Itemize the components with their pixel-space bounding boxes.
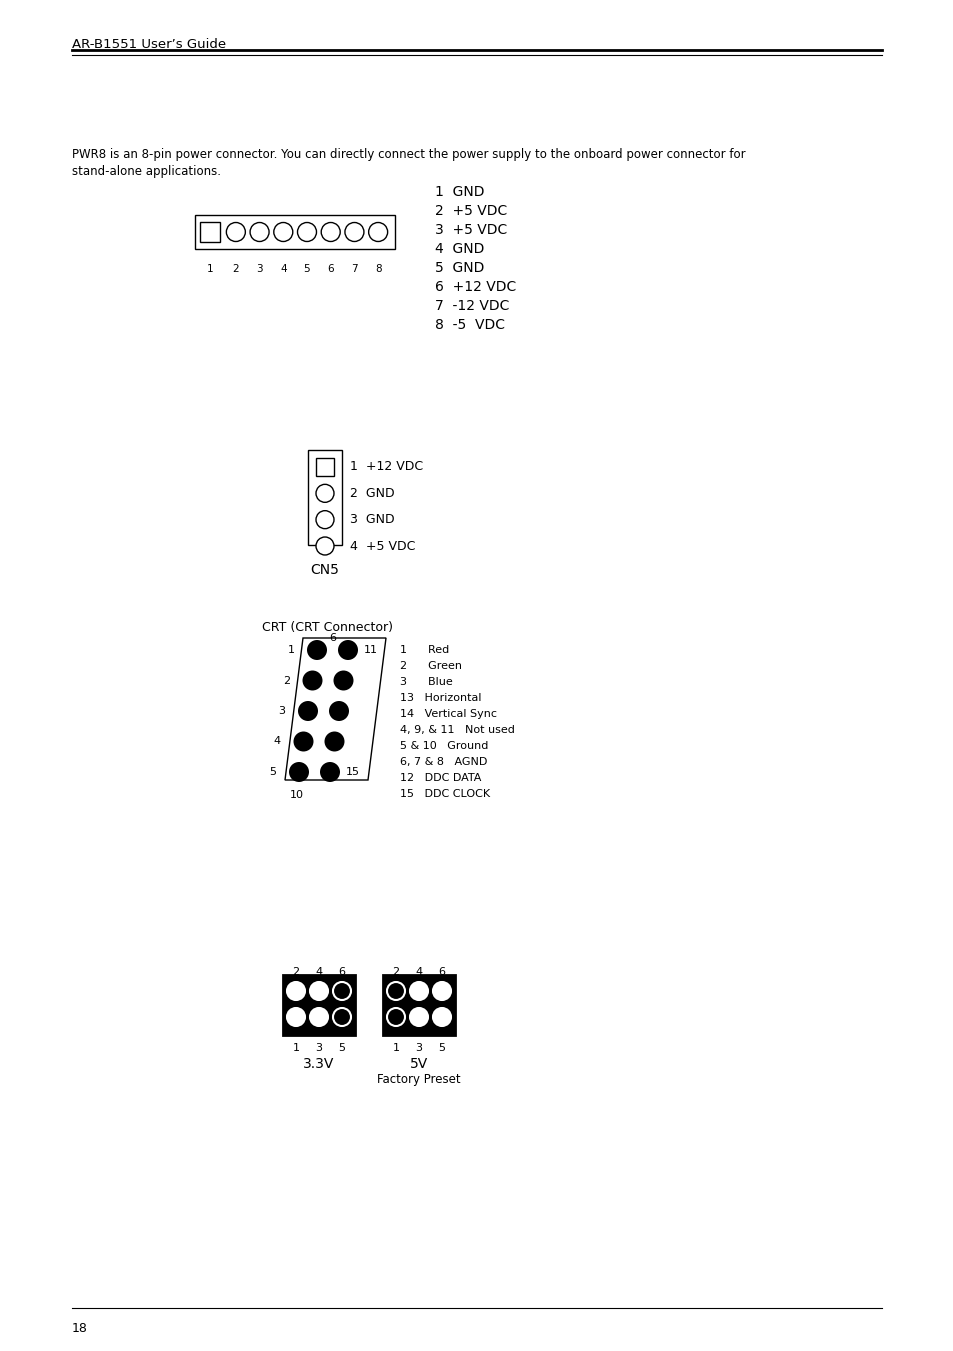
Circle shape (287, 1008, 305, 1025)
Text: 3: 3 (278, 707, 285, 716)
Circle shape (307, 640, 327, 661)
Text: 18: 18 (71, 1323, 88, 1335)
Text: 3  +5 VDC: 3 +5 VDC (435, 223, 507, 236)
Text: 3: 3 (315, 1043, 322, 1052)
Circle shape (333, 982, 351, 1000)
Text: 7  -12 VDC: 7 -12 VDC (435, 299, 509, 313)
Circle shape (274, 223, 293, 242)
Text: 4: 4 (274, 736, 281, 747)
Text: 4, 9, & 11   Not used: 4, 9, & 11 Not used (399, 725, 515, 735)
Bar (308, 450, 341, 544)
Text: 15: 15 (346, 767, 359, 777)
Circle shape (287, 982, 305, 1000)
Circle shape (302, 670, 322, 690)
Text: 5  GND: 5 GND (435, 261, 484, 276)
Text: 1: 1 (287, 644, 294, 655)
Text: AR-B1551 User’s Guide: AR-B1551 User’s Guide (71, 38, 226, 51)
Circle shape (250, 223, 269, 242)
Text: 2: 2 (233, 263, 239, 274)
Text: 6: 6 (438, 967, 445, 977)
Text: 5: 5 (269, 767, 276, 777)
Polygon shape (285, 638, 386, 780)
Circle shape (337, 640, 357, 661)
Circle shape (310, 1008, 328, 1025)
Text: 4: 4 (279, 263, 286, 274)
Text: 2  GND: 2 GND (350, 486, 395, 500)
Text: 6  +12 VDC: 6 +12 VDC (435, 280, 516, 295)
Circle shape (410, 982, 428, 1000)
Text: 6: 6 (329, 634, 336, 643)
Circle shape (289, 762, 309, 782)
Circle shape (334, 670, 354, 690)
Text: 1      Red: 1 Red (399, 644, 449, 655)
Text: 3: 3 (416, 1043, 422, 1052)
Text: 15   DDC CLOCK: 15 DDC CLOCK (399, 789, 490, 798)
Bar (200, 222, 220, 242)
Circle shape (310, 982, 328, 1000)
Circle shape (329, 701, 349, 721)
Circle shape (315, 511, 334, 528)
Bar (315, 458, 334, 476)
Text: 8  -5  VDC: 8 -5 VDC (435, 317, 504, 332)
Text: stand-alone applications.: stand-alone applications. (71, 165, 221, 178)
Text: 1: 1 (293, 1043, 299, 1052)
Circle shape (387, 1008, 405, 1025)
Text: PWR8 is an 8-pin power connector. You can directly connect the power supply to t: PWR8 is an 8-pin power connector. You ca… (71, 149, 745, 161)
Bar (382, 975, 455, 1035)
Text: 5: 5 (438, 1043, 445, 1052)
Circle shape (315, 536, 334, 555)
Text: 6: 6 (327, 263, 334, 274)
Text: CN5: CN5 (311, 563, 339, 577)
Text: 7: 7 (351, 263, 357, 274)
Text: 4  GND: 4 GND (435, 242, 484, 255)
Circle shape (433, 982, 451, 1000)
Circle shape (321, 223, 340, 242)
Text: 3  GND: 3 GND (350, 513, 395, 526)
Text: 5V: 5V (410, 1056, 428, 1071)
Text: 4  +5 VDC: 4 +5 VDC (350, 539, 415, 553)
Text: 2: 2 (293, 967, 299, 977)
Text: 2      Green: 2 Green (399, 661, 461, 671)
Text: 6, 7 & 8   AGND: 6, 7 & 8 AGND (399, 757, 487, 767)
Text: 3.3V: 3.3V (303, 1056, 335, 1071)
Text: 12   DDC DATA: 12 DDC DATA (399, 773, 481, 784)
Text: 3: 3 (256, 263, 263, 274)
Circle shape (433, 1008, 451, 1025)
Bar (194, 215, 395, 249)
Circle shape (315, 484, 334, 503)
Text: 10: 10 (290, 790, 304, 800)
Text: 4: 4 (415, 967, 422, 977)
Circle shape (368, 223, 387, 242)
Circle shape (226, 223, 245, 242)
Text: 3      Blue: 3 Blue (399, 677, 453, 688)
Text: CRT (CRT Connector): CRT (CRT Connector) (262, 621, 393, 634)
Text: 2: 2 (392, 967, 399, 977)
Circle shape (297, 701, 317, 721)
Text: 1: 1 (392, 1043, 399, 1052)
Text: 5: 5 (303, 263, 310, 274)
Text: 4: 4 (315, 967, 322, 977)
Circle shape (387, 982, 405, 1000)
Text: 6: 6 (338, 967, 345, 977)
Text: Factory Preset: Factory Preset (376, 1073, 460, 1086)
Text: 1  +12 VDC: 1 +12 VDC (350, 461, 423, 473)
Text: 5 & 10   Ground: 5 & 10 Ground (399, 740, 488, 751)
Text: 1  GND: 1 GND (435, 185, 484, 199)
Text: 8: 8 (375, 263, 381, 274)
Circle shape (345, 223, 363, 242)
Text: 5: 5 (338, 1043, 345, 1052)
Circle shape (333, 1008, 351, 1025)
Text: 2  +5 VDC: 2 +5 VDC (435, 204, 507, 218)
Circle shape (410, 1008, 428, 1025)
Text: 11: 11 (364, 644, 377, 655)
Text: 2: 2 (283, 676, 290, 685)
Text: 13   Horizontal: 13 Horizontal (399, 693, 481, 703)
Circle shape (294, 731, 314, 751)
Circle shape (297, 223, 316, 242)
Circle shape (319, 762, 339, 782)
Circle shape (324, 731, 344, 751)
Text: 14   Vertical Sync: 14 Vertical Sync (399, 709, 497, 719)
Text: 1: 1 (207, 263, 213, 274)
Bar (283, 975, 355, 1035)
